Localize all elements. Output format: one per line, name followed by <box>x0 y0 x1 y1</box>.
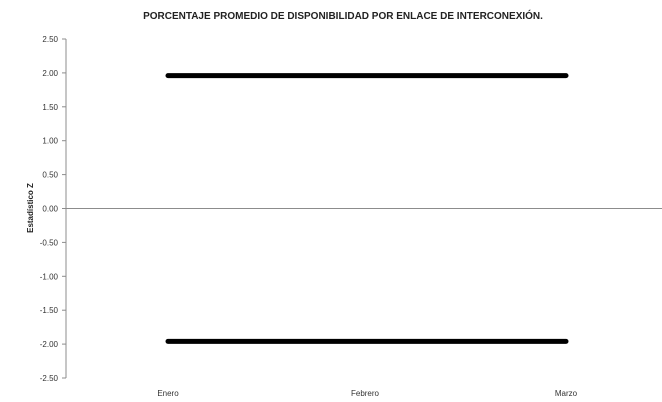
y-tick-label: 2.50 <box>42 35 58 44</box>
y-tick-label: 2.00 <box>42 69 58 78</box>
y-tick-label: -0.50 <box>40 238 59 247</box>
chart-title: PORCENTAJE PROMEDIO DE DISPONIBILIDAD PO… <box>143 9 543 22</box>
y-tick-label: -1.50 <box>40 306 59 315</box>
series-lines <box>165 73 569 344</box>
y-tick-label: 1.00 <box>42 137 58 146</box>
x-tick-label: Febrero <box>351 389 380 398</box>
y-tick-label: 0.50 <box>42 171 58 180</box>
y-tick-label: 0.00 <box>42 205 58 214</box>
y-tick-label: -2.00 <box>40 340 59 349</box>
x-tick-label: Enero <box>157 389 179 398</box>
x-tick-label: Marzo <box>555 389 578 398</box>
y-tick-label: -2.50 <box>40 374 59 383</box>
y-tick-label: -1.00 <box>40 272 59 281</box>
axes <box>65 39 662 378</box>
y-axis-label: Estadístico Z <box>26 183 35 233</box>
y-tick-labels: 2.50 2.00 1.50 1.00 0.50 0.00 -0.50 -1.00 -1.50 -… <box>40 35 66 383</box>
x-tick-labels: Enero Febrero Marzo <box>157 389 577 398</box>
y-tick-label: 1.50 <box>42 103 58 112</box>
